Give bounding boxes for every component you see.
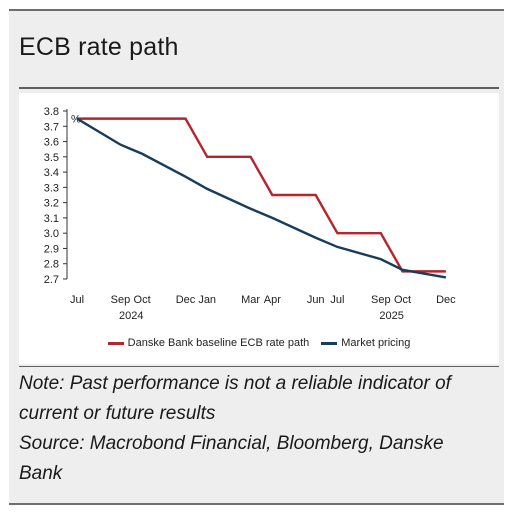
legend-label-market: Market pricing (341, 337, 411, 349)
x-tick-label: Sep (111, 294, 131, 306)
y-tick-label: 3.4 (44, 167, 59, 179)
y-tick-label: 3.2 (44, 198, 59, 210)
chart-panel: ECB rate path 3.8 3.7 3.6 3.5 3.4 3.3 3.2 3.1 3.… (9, 9, 504, 505)
y-tick-label: 3.7 (44, 121, 59, 133)
x-year-label-2024: 2024 (119, 310, 143, 322)
chart-area: 3.8 3.7 3.6 3.5 3.4 3.3 3.2 3.1 3.0 2.9 2.8 2.7% Jul… (19, 93, 499, 364)
x-tick-label: Mar (241, 294, 260, 306)
y-tick-label: 3.8 (44, 106, 59, 118)
y-unit-label: % (71, 114, 81, 126)
legend-swatch-market (321, 341, 338, 345)
y-tick-label: 3.5 (44, 152, 59, 164)
y-tick-label: 2.7 (44, 274, 59, 286)
x-tick-label: Sep (371, 294, 391, 306)
y-tick-label: 3.1 (44, 213, 59, 225)
x-tick-label: Jul (70, 294, 84, 306)
title-divider (19, 87, 499, 89)
x-year-label-2025: 2025 (379, 310, 403, 322)
x-tick-label: Oct (394, 294, 411, 306)
x-tick-label: Jun (307, 294, 325, 306)
legend-item-market: Market pricing (321, 337, 410, 349)
chart-title: ECB rate path (19, 33, 179, 61)
chart-svg: 3.8 3.7 3.6 3.5 3.4 3.3 3.2 3.1 3.0 2.9 2.8 2.7% Jul… (44, 106, 456, 322)
x-tick-label: Jul (330, 294, 344, 306)
legend-swatch-danske (107, 341, 124, 345)
y-tick-label: 3.0 (44, 228, 59, 240)
chart-note: Note: Past performance is not a reliable… (19, 369, 489, 489)
note-divider (19, 366, 499, 367)
x-tick-label: Dec (436, 294, 456, 306)
chart-legend: Danske Bank baseline ECB rate path Marke… (19, 337, 499, 349)
y-tick-label: 2.9 (44, 243, 59, 255)
y-tick-label: 2.8 (44, 259, 59, 271)
x-tick-label: Jan (198, 294, 216, 306)
y-tick-label: 3.3 (44, 182, 59, 194)
x-tick-label: Oct (134, 294, 151, 306)
y-tick-label: 3.6 (44, 137, 59, 149)
x-tick-label: Dec (176, 294, 196, 306)
series-line-danske (77, 117, 446, 273)
x-tick-label: Apr (264, 294, 281, 306)
legend-label-danske: Danske Bank baseline ECB rate path (127, 337, 310, 349)
note-source: Source: Macrobond Financial, Bloomberg, … (19, 433, 444, 484)
series-line-market (76, 117, 447, 279)
legend-item-danske: Danske Bank baseline ECB rate path (107, 337, 310, 349)
note-disclaimer: Note: Past performance is not a reliable… (19, 373, 451, 424)
